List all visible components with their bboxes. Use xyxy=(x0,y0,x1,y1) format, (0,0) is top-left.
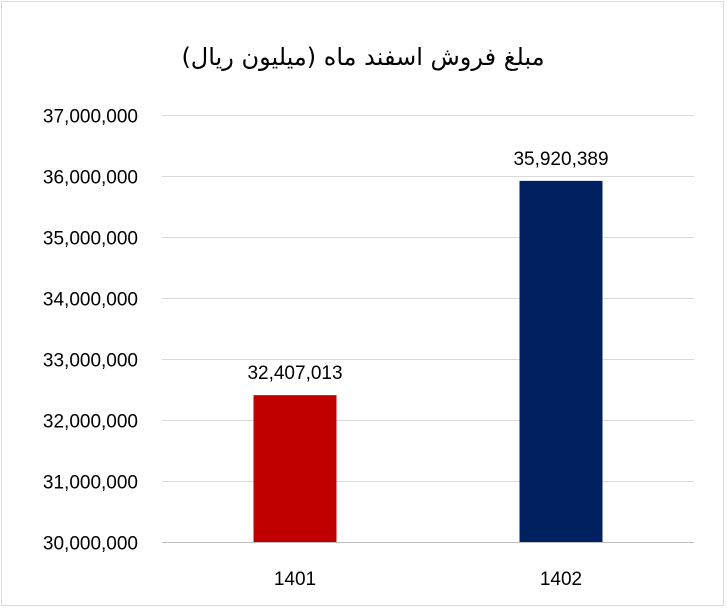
bar-1402 xyxy=(519,180,603,543)
y-tick-label: 37,000,000 xyxy=(43,107,138,128)
data-label-1402: 35,920,389 xyxy=(513,149,608,170)
x-axis-categories: 1401 1402 xyxy=(274,569,582,590)
y-tick-label: 34,000,000 xyxy=(43,290,138,311)
gridlines xyxy=(162,115,694,543)
data-labels: 32,407,013 35,920,389 xyxy=(247,149,608,384)
y-tick-label: 33,000,000 xyxy=(43,351,138,372)
y-tick-label: 31,000,000 xyxy=(43,473,138,494)
y-axis-ticks: 30,000,000 31,000,000 32,000,000 33,000,000… xyxy=(43,107,138,555)
category-label-1401: 1401 xyxy=(274,569,316,590)
y-tick-label: 30,000,000 xyxy=(43,534,138,555)
category-label-1402: 1402 xyxy=(540,569,582,590)
y-tick-label: 36,000,000 xyxy=(43,168,138,189)
bar-1401 xyxy=(253,395,337,542)
data-label-1401: 32,407,013 xyxy=(247,363,342,384)
y-tick-label: 32,000,000 xyxy=(43,412,138,433)
y-tick-label: 35,000,000 xyxy=(43,229,138,250)
chart-title: مبلغ فروش اسفند ماه (میلیون ریال) xyxy=(181,43,544,71)
bars xyxy=(253,180,603,543)
